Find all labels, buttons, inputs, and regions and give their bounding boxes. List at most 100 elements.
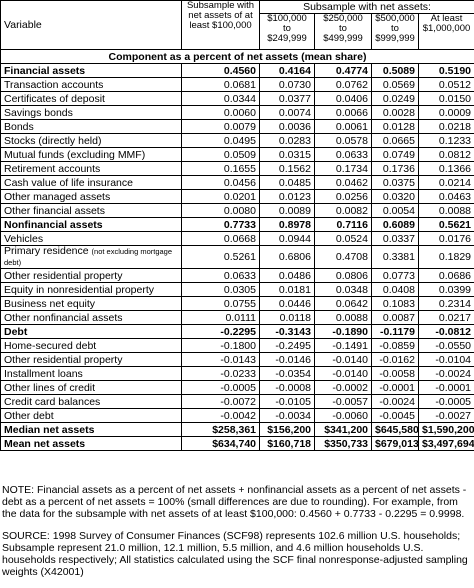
- row-value: 0.8978: [260, 218, 315, 232]
- row-value: -0.0024: [372, 395, 419, 409]
- row-label: Vehicles: [1, 232, 182, 246]
- row-value: 0.6089: [372, 218, 419, 232]
- row-value: 0.4164: [260, 64, 315, 78]
- full-sample-header: Subsample with net assets of at least $1…: [182, 1, 260, 50]
- row-value: $258,361: [182, 423, 260, 437]
- row-value: 0.0066: [315, 106, 372, 120]
- row-label: Mean net assets: [1, 437, 182, 451]
- row-value: -0.2495: [260, 339, 315, 353]
- row-value: 0.7116: [315, 218, 372, 232]
- row-value: -0.0162: [372, 353, 419, 367]
- row-label: Equity in nonresidential property: [1, 283, 182, 297]
- table-row: Other debt-0.0042-0.0034-0.0060-0.0045-0…: [1, 409, 474, 423]
- row-value: -0.0812: [419, 325, 474, 339]
- row-value: 0.0123: [260, 190, 315, 204]
- row-value: 0.4708: [315, 246, 372, 269]
- row-label: Other debt: [1, 409, 182, 423]
- row-value: 0.0249: [372, 92, 419, 106]
- row-value: -0.0140: [315, 367, 372, 381]
- row-value: -0.0550: [419, 339, 474, 353]
- row-value: 0.0812: [419, 148, 474, 162]
- row-value: $350,733: [315, 437, 372, 451]
- row-value: -0.0105: [260, 395, 315, 409]
- row-value: 0.0668: [182, 232, 260, 246]
- row-value: 0.3381: [372, 246, 419, 269]
- row-value: 0.5190: [419, 64, 474, 78]
- row-value: -0.1890: [315, 325, 372, 339]
- row-label: Financial assets: [1, 64, 182, 78]
- row-value: 0.0344: [182, 92, 260, 106]
- row-label: Savings bonds: [1, 106, 182, 120]
- row-value: 0.0755: [182, 297, 260, 311]
- row-value: 0.1366: [419, 162, 474, 176]
- row-value: 0.0128: [372, 120, 419, 134]
- row-value: 0.4774: [315, 64, 372, 78]
- col-header-100k-250k: $100,000 to $249,999: [260, 14, 315, 50]
- table-row: Mean net assets$634,740$160,718$350,733$…: [1, 437, 474, 451]
- row-value: -0.0027: [419, 409, 474, 423]
- row-value: 0.1562: [260, 162, 315, 176]
- row-value: -0.0072: [182, 395, 260, 409]
- row-value: 0.0337: [372, 232, 419, 246]
- row-value: 0.0089: [260, 204, 315, 218]
- row-value: 0.0348: [315, 283, 372, 297]
- row-value: 0.0061: [315, 120, 372, 134]
- row-value: $160,718: [260, 437, 315, 451]
- row-label: Nonfinancial assets: [1, 218, 182, 232]
- row-value: 0.0320: [372, 190, 419, 204]
- row-value: 0.0399: [419, 283, 474, 297]
- table-row: Other residential property-0.0143-0.0146…: [1, 353, 474, 367]
- row-value: 0.0201: [182, 190, 260, 204]
- row-value: -0.0002: [315, 381, 372, 395]
- row-value: 0.0686: [419, 269, 474, 283]
- row-value: 0.0578: [315, 134, 372, 148]
- row-value: 0.0681: [182, 78, 260, 92]
- row-label: Other managed assets: [1, 190, 182, 204]
- row-label: Credit card balances: [1, 395, 182, 409]
- row-value: 0.5089: [372, 64, 419, 78]
- row-value: -0.0008: [260, 381, 315, 395]
- row-value: -0.0146: [260, 353, 315, 367]
- row-value: $3,497,694: [419, 437, 474, 451]
- row-value: -0.0354: [260, 367, 315, 381]
- table-row: Credit card balances-0.0072-0.0105-0.005…: [1, 395, 474, 409]
- row-label: Stocks (directly held): [1, 134, 182, 148]
- row-value: $156,200: [260, 423, 315, 437]
- col-header-1m-plus: At least $1,000,000: [419, 14, 474, 50]
- section-title: Component as a percent of net assets (me…: [1, 50, 474, 64]
- row-value: -0.0024: [419, 367, 474, 381]
- row-label: Retirement accounts: [1, 162, 182, 176]
- row-value: -0.2295: [182, 325, 260, 339]
- row-value: 0.1233: [419, 134, 474, 148]
- row-value: 0.0283: [260, 134, 315, 148]
- row-label: Bonds: [1, 120, 182, 134]
- row-value: 0.0509: [182, 148, 260, 162]
- row-value: -0.0005: [182, 381, 260, 395]
- row-value: -0.1179: [372, 325, 419, 339]
- row-label: Median net assets: [1, 423, 182, 437]
- row-value: 0.0088: [315, 311, 372, 325]
- table-row: Other lines of credit-0.0005-0.0008-0.00…: [1, 381, 474, 395]
- row-value: 0.0462: [315, 176, 372, 190]
- row-value: -0.0034: [260, 409, 315, 423]
- row-value: $1,590,200: [419, 423, 474, 437]
- row-label: Debt: [1, 325, 182, 339]
- row-value: 0.0217: [419, 311, 474, 325]
- row-value: 0.0749: [372, 148, 419, 162]
- row-value: 0.0214: [419, 176, 474, 190]
- row-label: Other lines of credit: [1, 381, 182, 395]
- table-row: Debt-0.2295-0.3143-0.1890-0.1179-0.0812: [1, 325, 474, 339]
- source-text: SOURCE: 1998 Survey of Consumer Finances…: [2, 530, 474, 578]
- row-value: 0.0633: [315, 148, 372, 162]
- row-value: 0.4560: [182, 64, 260, 78]
- col-header-500k-1m: $500,000 to $999,999: [372, 14, 419, 50]
- row-value: 0.0079: [182, 120, 260, 134]
- row-value: -0.0233: [182, 367, 260, 381]
- row-value: 0.2314: [419, 297, 474, 311]
